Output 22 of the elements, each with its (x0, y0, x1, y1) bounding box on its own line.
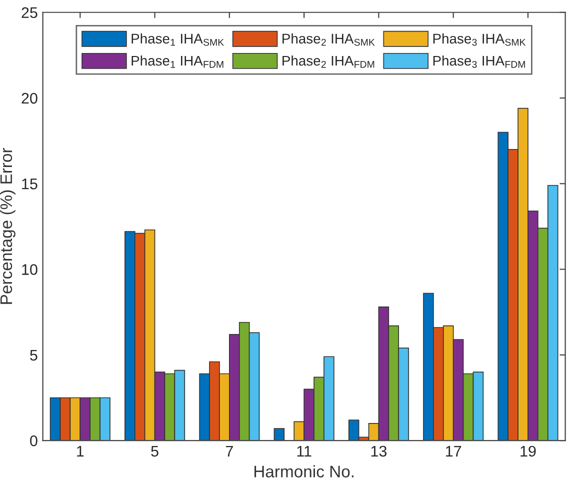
x-tick-label: 17 (446, 446, 462, 456)
y-tick-label: 25 (22, 7, 38, 18)
y-tick-label: 5 (30, 350, 38, 361)
bar (274, 428, 285, 441)
x-tick-label: 13 (371, 446, 387, 457)
legend-label: Phase$_{1}$ IHA$_{SMK}$ (132, 33, 224, 46)
legend-label: Phase$_{1}$ IHA$_{FDM}$ (132, 55, 224, 68)
legend-label: Phase$_{3}$ IHA$_{SMK}$ (433, 33, 526, 46)
legend-label: Phase$_{3}$ IHA$_{FDM}$ (433, 55, 525, 68)
x-tick-label: 7 (226, 446, 233, 456)
y-tick-label: 15 (22, 178, 38, 190)
y-tick-label: 20 (22, 92, 38, 104)
x-tick-label: 5 (151, 446, 158, 457)
x-tick-label: 11 (297, 446, 312, 456)
y-tick-label: 0 (30, 435, 38, 446)
y-tick-label: 10 (22, 264, 38, 275)
y-axis-title: Percentage (%) Error (0, 148, 16, 304)
x-tick-label: 1 (77, 446, 84, 456)
x-axis-title: Harmonic No. (254, 465, 354, 478)
legend-label: Phase$_{2}$ IHA$_{SMK}$ (282, 33, 375, 46)
x-tick-label: 19 (520, 446, 536, 457)
legend-label: Phase$_{2}$ IHA$_{FDM}$ (282, 55, 374, 68)
